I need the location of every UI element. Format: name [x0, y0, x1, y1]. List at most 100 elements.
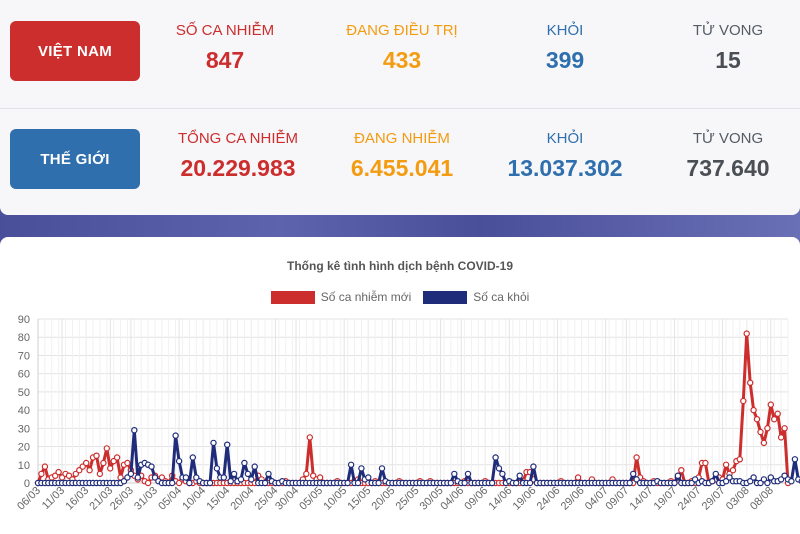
- data-point-0: [82, 459, 90, 467]
- legend-item-recovered[interactable]: Số ca khỏi: [423, 290, 529, 304]
- data-point-1: [630, 470, 637, 478]
- vn-deaths-value: 15: [715, 47, 741, 73]
- data-point-0: [124, 459, 131, 467]
- vn-treating-value: 433: [382, 47, 422, 73]
- world-button[interactable]: THẾ GIỚI: [10, 129, 140, 189]
- world-active-value: 6.455.041: [350, 155, 454, 181]
- data-point-1: [134, 474, 141, 481]
- data-point-1: [344, 479, 351, 487]
- legend-item-infected[interactable]: Số ca nhiễm mới: [270, 290, 411, 304]
- data-point-0: [316, 474, 324, 481]
- data-point-1: [261, 479, 269, 487]
- data-point-0: [106, 465, 114, 472]
- data-point-0: [757, 428, 764, 436]
- y-tick-label: 40: [18, 405, 30, 417]
- data-point-1: [186, 479, 193, 487]
- data-point-1: [777, 476, 785, 483]
- data-point-1: [674, 472, 682, 479]
- data-point-1: [237, 476, 245, 483]
- y-tick-label: 90: [18, 314, 30, 326]
- y-tick-label: 50: [18, 387, 30, 399]
- data-point-0: [103, 445, 111, 452]
- data-point-0: [747, 379, 754, 386]
- data-point-1: [175, 457, 183, 465]
- data-point-1: [750, 474, 757, 481]
- data-point-0: [750, 406, 757, 414]
- data-point-1: [265, 470, 272, 478]
- data-point-1: [764, 479, 771, 487]
- data-point-1: [516, 472, 523, 479]
- data-point-0: [633, 454, 640, 461]
- data-point-1: [526, 479, 534, 487]
- chart-panel: Thống kê tình hình dịch bệnh COVID-19 Số…: [0, 237, 800, 534]
- data-point-0: [678, 466, 685, 474]
- data-point-1: [378, 465, 386, 472]
- x-tick-label: 09/07: [603, 485, 631, 513]
- data-point-1: [182, 474, 190, 481]
- data-point-1: [220, 474, 227, 481]
- data-point-1: [354, 479, 362, 487]
- x-tick-label: 11/03: [40, 485, 67, 512]
- x-tick-label: 30/04: [273, 485, 301, 513]
- world-recovered-stat: KHỎI 13.037.302: [470, 130, 660, 182]
- data-point-1: [358, 465, 365, 472]
- data-point-1: [223, 441, 231, 448]
- data-point-1: [495, 465, 503, 472]
- x-tick-label: 08/08: [748, 485, 776, 513]
- data-point-1: [726, 474, 733, 481]
- data-point-1: [189, 454, 196, 461]
- data-point-1: [447, 479, 454, 487]
- y-tick-label: 10: [18, 460, 30, 472]
- data-point-1: [172, 432, 179, 439]
- data-point-1: [712, 470, 720, 478]
- data-point-0: [767, 401, 775, 408]
- data-point-1: [248, 476, 255, 483]
- data-point-1: [131, 426, 138, 434]
- divider: [0, 108, 800, 109]
- data-point-0: [777, 434, 785, 441]
- x-tick-label: 14/07: [628, 485, 656, 513]
- vn-recovered-stat: KHỎI 399: [470, 22, 660, 74]
- world-total-label: TỔNG CA NHIỄM: [177, 130, 298, 147]
- data-point-1: [626, 479, 633, 487]
- data-point-0: [86, 466, 93, 474]
- data-point-1: [210, 439, 217, 447]
- data-point-1: [788, 477, 795, 485]
- vn-treating-label: ĐANG ĐIỀU TRỊ: [346, 22, 458, 39]
- vn-recovered-label: KHỎI: [546, 22, 584, 39]
- data-point-1: [168, 479, 176, 487]
- data-point-1: [241, 459, 248, 467]
- world-deaths-label: TỬ VONG: [692, 130, 764, 147]
- world-total-value: 20.229.983: [180, 155, 296, 181]
- data-point-1: [488, 479, 496, 487]
- y-tick-label: 60: [18, 369, 30, 381]
- data-point-0: [774, 410, 781, 417]
- x-tick-label: 04/06: [438, 485, 466, 513]
- data-point-1: [671, 479, 678, 487]
- data-point-1: [791, 456, 799, 463]
- data-point-0: [306, 434, 313, 441]
- x-tick-label: 15/04: [204, 485, 232, 513]
- data-point-1: [227, 477, 234, 485]
- x-tick-label: 20/04: [228, 485, 256, 513]
- vn-recovered-value: 399: [545, 47, 585, 73]
- data-point-1: [213, 465, 221, 472]
- data-point-1: [251, 463, 258, 470]
- x-tick-label: 20/05: [370, 485, 398, 513]
- data-point-0: [753, 415, 761, 423]
- line-chart: 010203040506070809006/0311/0316/0321/032…: [15, 314, 800, 513]
- data-point-1: [230, 470, 238, 478]
- vietnam-row: VIỆT NAM SỐ CA NHIỄM 847 ĐANG ĐIỀU TRỊ 4…: [0, 8, 800, 98]
- x-tick-label: 24/07: [676, 485, 704, 513]
- x-tick-label: 16/03: [63, 485, 91, 513]
- vietnam-button[interactable]: VIỆT NAM: [10, 21, 140, 81]
- data-point-1: [365, 474, 372, 481]
- data-point-0: [743, 330, 750, 337]
- vn-deaths-stat: TỬ VONG 15: [633, 22, 800, 74]
- data-point-1: [492, 454, 499, 461]
- legend-swatch-recovered: [423, 290, 468, 304]
- data-point-0: [760, 439, 768, 447]
- world-recovered-value: 13.037.302: [507, 155, 623, 181]
- world-active-stat: ĐANG NHIỄM 6.455.041: [307, 130, 497, 182]
- vn-deaths-label: TỬ VONG: [692, 22, 764, 39]
